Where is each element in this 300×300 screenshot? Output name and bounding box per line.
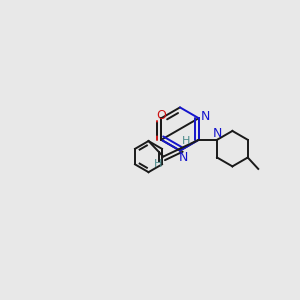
Text: O: O bbox=[156, 109, 166, 122]
Text: H: H bbox=[182, 136, 190, 146]
Text: N: N bbox=[212, 127, 222, 140]
Text: N: N bbox=[178, 151, 188, 164]
Text: N: N bbox=[201, 110, 210, 123]
Text: H: H bbox=[154, 159, 162, 169]
